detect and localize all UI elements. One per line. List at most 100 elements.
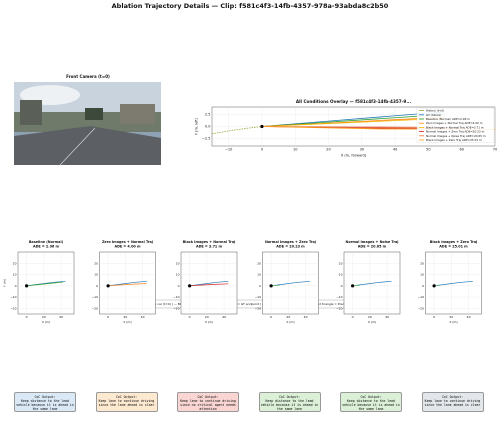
y-tick-label: 20 [94,261,98,265]
x-tick-label: 40 [393,148,397,152]
x-tick-label: 50 [426,148,430,152]
output-label: CoC Output: [115,395,138,399]
y-axis-label: Y (m) [3,279,7,287]
x-tick-label: 40 [385,315,389,319]
legend-label: Baseline (Normal) ADE=2.96 m [426,117,470,121]
x-axis-label: X (m) [123,320,131,324]
x-tick-label: 0 [352,315,354,319]
output-label: CoC Output: [278,395,301,399]
series-line [108,280,147,287]
output-text: Keep lane to continue driving since the … [424,399,481,408]
legend-label: Black Images + Normal Traj ADE=3.71 m [426,125,484,129]
chart-title: Black Images + Zero Traj [430,240,478,244]
legend-note: LEGEND: ● Black circle = Ego car (t=0) |… [111,302,389,306]
x-axis-label: X (m, forward) [341,153,367,157]
y-tick-label: 20 [339,261,343,265]
x-tick-label: 20 [205,315,209,319]
y-tick-label: −10 [10,295,16,299]
chart-subtitle: ADE = 20.23 m [276,244,305,248]
x-tick-label: 0 [261,148,263,152]
chart-title: Zero Images + Normal Traj [102,240,153,244]
y-tick-label: −10 [255,295,261,299]
output-text: Keep lane to continue driving since the … [98,399,155,408]
output-text: Keep distance to the lead vehicle becaus… [260,399,319,412]
camera-image [14,82,161,166]
x-tick-label: 40 [59,315,63,319]
x-tick-label: 20 [368,315,372,319]
y-tick-label: −20 [255,306,261,310]
y-tick-label: −10 [418,295,424,299]
y-tick-label: 0 [96,284,98,288]
chart-title: Black Images + Normal Traj [183,240,236,244]
figure-title: Ablation Trajectory Details — Clip: f581… [112,2,389,10]
chart-subtitle: ADE = 25.01 m [439,244,468,248]
y-tick-label: 2.5 [205,112,211,116]
x-tick-label: 20 [123,315,127,319]
y-tick-label: 10 [94,273,98,277]
x-tick-label: 20 [326,148,330,152]
y-tick-label: −10 [336,295,342,299]
chart-title: Baseline (Normal) [29,240,64,244]
series-line [352,280,392,287]
legend-label: GT (future) [426,113,441,117]
series-line [434,280,473,287]
output-text: Keep distance to the lead vehicle becaus… [342,399,400,412]
camera-title: Front Camera (t=0) [66,74,110,79]
output-box: CoC Output: Keep lane to continue driving… [177,392,239,412]
series-line [26,281,63,287]
x-tick-label: −10 [225,148,232,152]
chart-subtitle: ADE = 3.71 m [196,244,223,248]
y-tick-label: 20 [176,261,180,265]
output-box: CoC Output: Keep lane to continue driving… [421,392,484,412]
y-tick-label: 0 [259,284,261,288]
ego-marker [25,284,29,288]
legend-label: Zero Images + Normal Traj ADE=4.00 m [426,121,483,125]
y-tick-label: −20 [173,306,179,310]
x-axis-label: X (m) [205,320,213,324]
x-tick-label: 30 [360,148,364,152]
x-tick-label: 0 [270,315,272,319]
chart-subtitle: ADE = 4.00 m [114,244,141,248]
x-tick-label: 10 [293,148,297,152]
output-label: CoC Output: [197,395,219,399]
chart-title: All Conditions Overlay — f581c4f3-14fb-4… [296,99,412,104]
y-tick-label: 10 [13,273,17,277]
legend-label: Black Images + Zero Traj ADE=25.01 m [426,138,482,142]
x-tick-label: 40 [222,315,226,319]
output-box: CoC Output: Keep distance to the lead veh… [340,392,402,412]
output-box: CoC Output: Keep distance to the lead veh… [14,392,76,412]
y-tick-label: 10 [176,273,180,277]
ego-marker [260,124,264,129]
ego-marker [188,284,192,288]
output-label: CoC Output: [34,395,56,399]
x-tick-label: 40 [304,315,308,319]
y-tick-label: 20 [13,261,17,265]
x-tick-label: 0 [189,315,191,319]
y-tick-label: 10 [257,273,261,277]
y-tick-label: 20 [257,261,261,265]
x-axis-label: X (m) [42,320,50,324]
ego-marker [106,284,110,288]
y-tick-label: 0 [341,284,343,288]
x-axis-label: X (m) [449,320,457,324]
x-tick-label: 0 [433,315,435,319]
x-tick-label: 20 [42,315,46,319]
series-line [189,280,229,287]
series-line [211,126,262,135]
x-tick-label: 70 [493,148,497,152]
output-box: CoC Output: Keep distance to the lead veh… [258,392,321,412]
x-tick-label: 40 [141,315,145,319]
y-tick-label: −10 [92,295,98,299]
y-tick-label: −20 [10,306,16,310]
x-tick-label: 20 [449,315,453,319]
x-tick-label: 40 [467,315,471,319]
output-text: Keep distance to the lead vehicle becaus… [16,399,74,412]
ego-marker [269,284,273,288]
chart-subtitle: ADE = 20.65 m [358,244,387,248]
y-tick-label: 0.0 [205,125,211,129]
output-box: CoC Output: Keep lane to continue driving… [95,392,158,412]
y-tick-label: 0 [178,284,180,288]
y-tick-label: 20 [420,261,424,265]
legend-label: Normal Images + Zero Traj ADE=20.23 m [426,130,485,134]
